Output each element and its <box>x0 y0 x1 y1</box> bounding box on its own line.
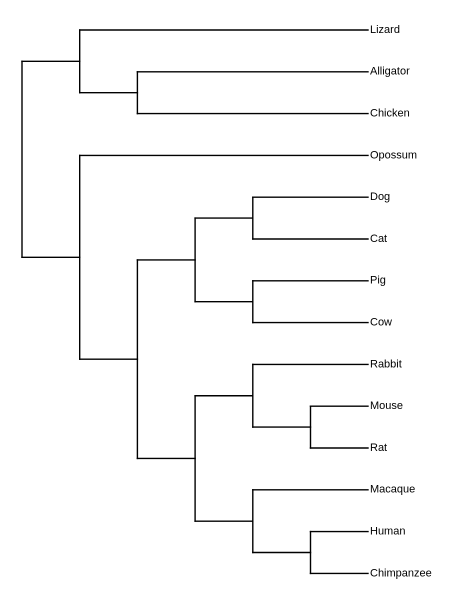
leaf-label-cat: Cat <box>370 233 387 245</box>
leaf-label-alligator: Alligator <box>370 66 410 78</box>
leaf-label-human: Human <box>370 526 405 538</box>
leaf-label-mouse: Mouse <box>370 400 403 412</box>
tree-branches <box>21 29 369 575</box>
leaf-label-rat: Rat <box>370 442 387 454</box>
leaf-label-rabbit: Rabbit <box>370 358 402 370</box>
leaf-label-macaque: Macaque <box>370 484 415 496</box>
leaf-label-pig: Pig <box>370 275 386 287</box>
leaf-label-cow: Cow <box>370 317 392 329</box>
leaf-label-opossum: Opossum <box>370 149 417 161</box>
leaf-label-chimpanzee: Chimpanzee <box>370 567 432 579</box>
tree-leaf-labels: Lizard Alligator Chicken Opossum Dog Cat Pig Co… <box>370 24 432 579</box>
leaf-label-chicken: Chicken <box>370 108 410 120</box>
leaf-label-dog: Dog <box>370 191 390 203</box>
leaf-label-lizard: Lizard <box>370 24 400 36</box>
